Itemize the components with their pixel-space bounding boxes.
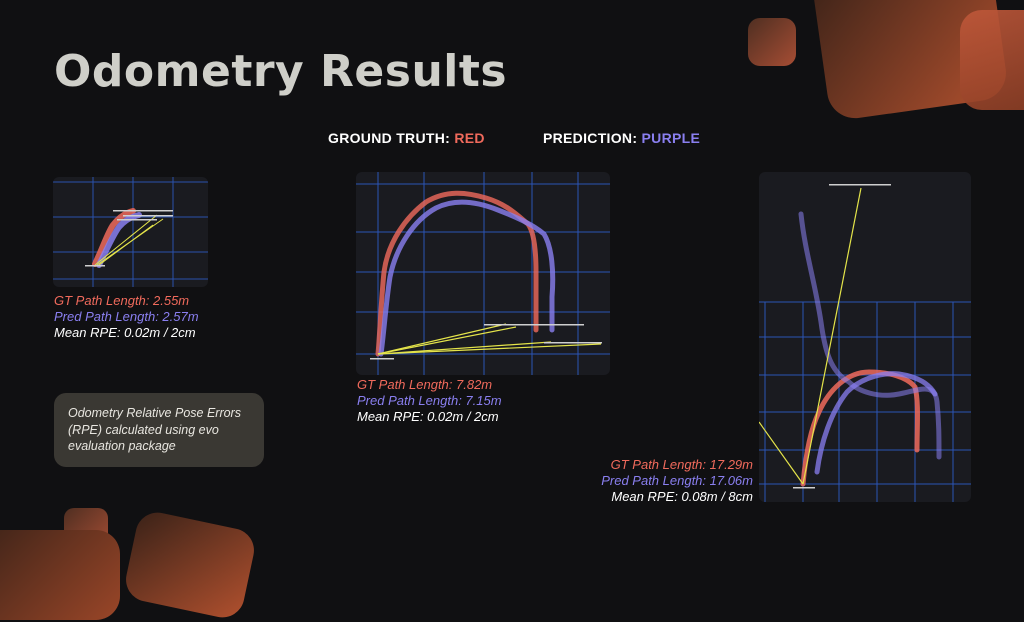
pred-path-length-2: Pred Path Length: 7.15m [357,393,502,408]
decor-shape-bottom-large [0,530,120,620]
gt-path-1 [92,208,136,267]
mean-rpe-2: Mean RPE: 0.02m / 2cm [357,409,499,424]
pred-path-2 [378,199,556,357]
trajectory-plot-3 [759,172,971,502]
gt-path-length-1: GT Path Length: 2.55m [54,293,190,308]
legend-pred-label: PREDICTION: [543,130,638,146]
legend-gt-label: GROUND TRUTH: [328,130,451,146]
legend-prediction: PREDICTION: PURPLE [543,130,700,146]
slide-title: Odometry Results [54,46,508,97]
legend-gt-color: RED [454,130,485,146]
pred-path-length-1: Pred Path Length: 2.57m [54,309,199,324]
decor-shape-top-edge [960,10,1024,110]
trajectory-plot-1 [53,177,208,287]
stats-3: GT Path Length: 17.29m Pred Path Length:… [580,457,753,505]
decor-shape-top-small [748,18,796,66]
trajectory-plot-1-graphic [53,177,208,287]
gt-path-3 [800,369,920,487]
trajectory-plot-2 [356,172,610,375]
rpe-note-box: Odometry Relative Pose Errors (RPE) calc… [54,393,264,467]
gt-path-length-3: GT Path Length: 17.29m [610,457,753,472]
stats-2: GT Path Length: 7.82m Pred Path Length: … [357,377,502,425]
pred-path-1 [96,212,142,268]
pred-path-length-3: Pred Path Length: 17.06m [601,473,753,488]
gt-path-length-2: GT Path Length: 7.82m [357,377,493,392]
legend-pred-color: PURPLE [641,130,701,146]
decor-shape-bottom-right [121,508,259,622]
pred-path-3 [798,211,942,460]
rpe-note-text: Odometry Relative Pose Errors (RPE) calc… [68,406,241,453]
trajectory-plot-2-graphic [356,172,610,375]
mean-rpe-3: Mean RPE: 0.08m / 8cm [611,489,753,504]
stats-1: GT Path Length: 2.55m Pred Path Length: … [54,293,199,341]
legend-ground-truth: GROUND TRUTH: RED [328,130,485,146]
mean-rpe-1: Mean RPE: 0.02m / 2cm [54,325,196,340]
trajectory-plot-3-graphic [759,184,971,502]
pred-path-3-b [814,371,938,475]
